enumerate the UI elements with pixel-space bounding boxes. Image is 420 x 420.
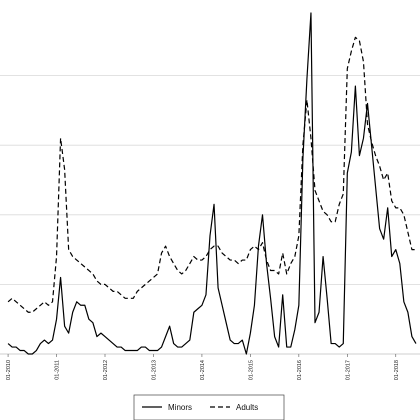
x-tick-label: 01-2018 bbox=[394, 360, 400, 380]
series-lines bbox=[7, 12, 417, 355]
x-tick-label: 01-2016 bbox=[297, 360, 303, 380]
series-line-adults bbox=[7, 36, 416, 313]
x-tick-label: 01-2014 bbox=[200, 360, 206, 380]
legend-label-adults: Adults bbox=[236, 403, 258, 412]
x-tick-label: 01-2011 bbox=[55, 360, 61, 380]
x-axis: 01-2010 01-2011 01-2012 01-2013 01-2014 01-20… bbox=[0, 353, 420, 380]
series-line-minors bbox=[7, 12, 417, 355]
x-tick-label: 01-2010 bbox=[6, 360, 12, 380]
legend: Minors Adults bbox=[133, 394, 285, 420]
x-tick-label: 01-2017 bbox=[345, 360, 351, 380]
x-tick-label: 01-2013 bbox=[151, 360, 157, 380]
x-tick-label: 01-2015 bbox=[248, 360, 254, 380]
legend-label-minors: Minors bbox=[168, 403, 192, 412]
x-tick-label: 01-2012 bbox=[103, 360, 109, 380]
